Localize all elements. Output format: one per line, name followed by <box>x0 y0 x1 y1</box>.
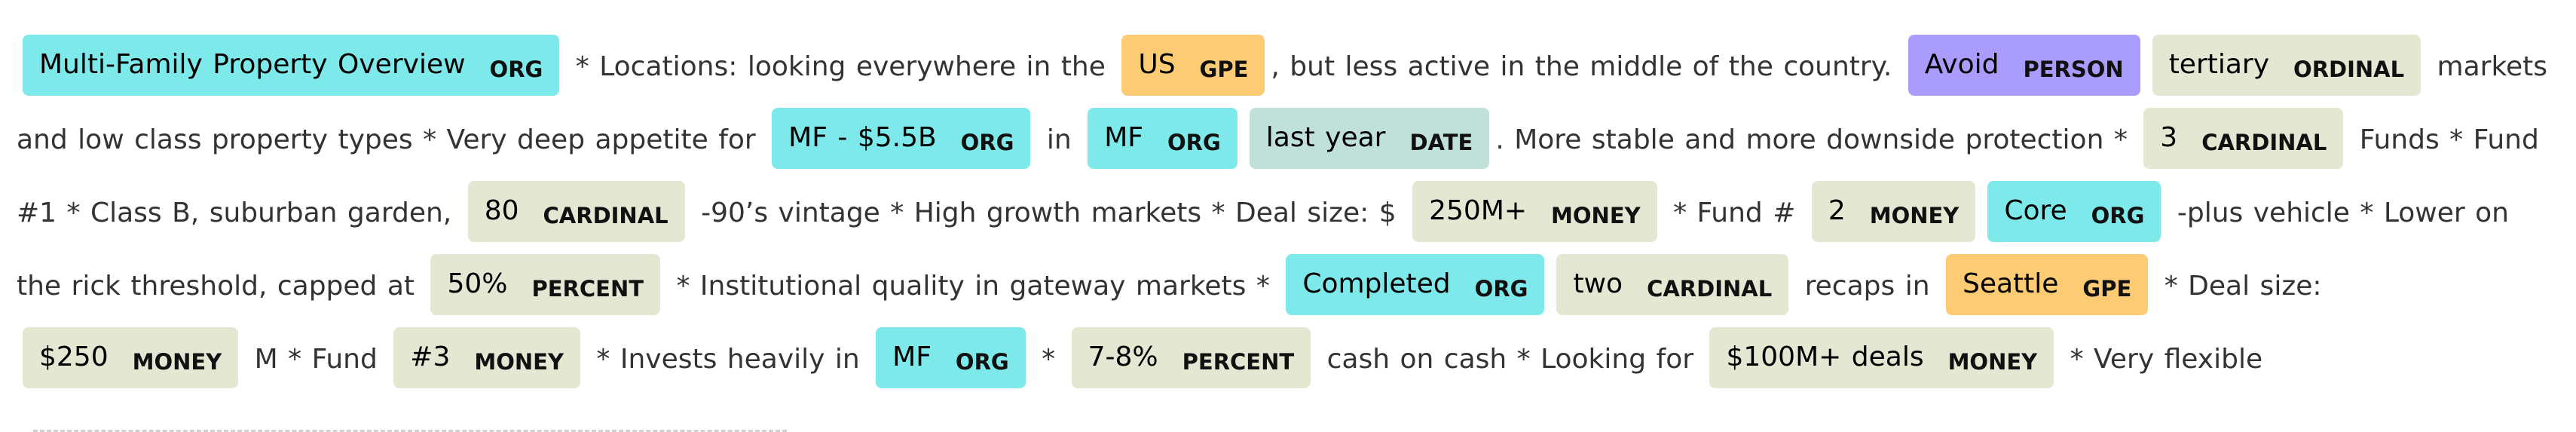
document-text: . More stable and more downside protecti… <box>1495 124 2138 155</box>
document-text: recaps in <box>1794 271 1940 302</box>
entity-label: ORDINAL <box>2293 56 2405 82</box>
document-text: * Invests heavily in <box>586 344 870 375</box>
document-text: markets and low class property types * V… <box>17 51 2548 155</box>
entity-text: Multi-Family Property Overview <box>39 48 466 80</box>
entity-org: Multi-Family Property Overview ORG <box>23 34 560 96</box>
entity-label: ORG <box>955 348 1009 375</box>
entity-text: 3 <box>2160 121 2178 153</box>
entity-label: PERSON <box>2023 56 2124 82</box>
document-text: * Fund # <box>1663 198 1806 228</box>
entity-text: 250M+ <box>1429 195 1528 226</box>
entity-label: GPE <box>2082 275 2132 302</box>
document-text: * Locations: looking everywhere in the <box>565 51 1116 82</box>
entity-text: #3 <box>410 341 451 372</box>
entity-label: ORG <box>960 129 1014 155</box>
entity-org: MF - $5.5B ORG <box>772 107 1031 169</box>
entity-text: MF <box>892 341 932 372</box>
entity-text: two <box>1573 268 1623 299</box>
document-text: -90’s vintage * High growth markets * De… <box>690 198 1407 228</box>
entity-text: MF - $5.5B <box>788 121 937 153</box>
entity-label: MONEY <box>1947 348 2038 375</box>
entity-org: Core ORG <box>1987 180 2161 242</box>
entity-label: PERCENT <box>531 275 644 302</box>
entity-cardinal: 80 CARDINAL <box>467 180 685 242</box>
entity-ordinal: tertiary ORDINAL <box>2152 34 2422 96</box>
entity-label: ORG <box>2091 202 2145 228</box>
document-text: Funds * Fund #1 * Class B, suburban gard… <box>17 124 2539 228</box>
document-text: * Very flexible <box>2060 344 2263 375</box>
entity-label: ORG <box>1167 129 1221 155</box>
entity-gpe: Seattle GPE <box>1945 253 2149 315</box>
entity-text: 50% <box>447 268 508 299</box>
entity-org: Completed ORG <box>1286 253 1545 315</box>
entity-org: MF ORG <box>1088 107 1238 169</box>
document-text: M * Fund <box>244 344 388 375</box>
entity-label: CARDINAL <box>2201 129 2327 155</box>
entity-label: PERCENT <box>1182 348 1295 375</box>
entity-percent: 50% PERCENT <box>430 253 661 315</box>
entity-text: Core <box>2004 195 2067 226</box>
entity-text: 80 <box>484 195 519 226</box>
entity-org: MF ORG <box>876 326 1026 388</box>
entity-text: MF <box>1104 121 1143 153</box>
entity-cardinal: 3 CARDINAL <box>2143 107 2344 169</box>
entity-text: $250 <box>39 341 109 372</box>
entity-percent: 7-8% PERCENT <box>1071 326 1311 388</box>
entity-text: Seattle <box>1962 268 2059 299</box>
entity-text: $100M+ deals <box>1726 341 1924 372</box>
entity-money: 250M+ MONEY <box>1412 180 1657 242</box>
entity-label: MONEY <box>474 348 564 375</box>
document-text: -plus vehicle * Lower on the rick thresh… <box>17 198 2509 302</box>
document-text: * Institutional quality in gateway marke… <box>666 271 1280 302</box>
entity-date: last year DATE <box>1249 107 1490 169</box>
entity-money: $250 MONEY <box>23 326 239 388</box>
entity-text: US <box>1138 48 1176 80</box>
document-text: , but less active in the middle of the c… <box>1271 51 1902 82</box>
document-text: * <box>1031 344 1066 375</box>
entity-label: ORG <box>489 56 543 82</box>
entity-text: Avoid <box>1924 48 1999 80</box>
entity-gpe: US GPE <box>1121 34 1265 96</box>
entity-label: MONEY <box>1551 202 1641 228</box>
entity-label: MONEY <box>1869 202 1960 228</box>
entity-text: 2 <box>1828 195 1846 226</box>
document-text: * Deal size: <box>2154 271 2322 302</box>
entity-cardinal: two CARDINAL <box>1556 253 1789 315</box>
entity-person: Avoid PERSON <box>1908 34 2140 96</box>
entity-label: CARDINAL <box>1647 275 1773 302</box>
entity-text: last year <box>1265 121 1386 153</box>
entity-label: DATE <box>1409 129 1473 155</box>
entity-label: CARDINAL <box>543 202 668 228</box>
entity-money: $100M+ deals MONEY <box>1709 326 2054 388</box>
document-text: cash on cash * Looking for <box>1317 344 1704 375</box>
entity-label: MONEY <box>132 348 222 375</box>
ner-document: Multi-Family Property Overview ORG * Loca… <box>17 34 2548 388</box>
entity-text: tertiary <box>2168 48 2270 80</box>
entity-money: #3 MONEY <box>393 326 580 388</box>
document-text: in <box>1036 124 1082 155</box>
entity-label: GPE <box>1199 56 1249 82</box>
entity-text: Completed <box>1302 268 1451 299</box>
entity-money: 2 MONEY <box>1811 180 1976 242</box>
entity-label: ORG <box>1474 275 1528 302</box>
entity-text: 7-8% <box>1088 341 1158 372</box>
